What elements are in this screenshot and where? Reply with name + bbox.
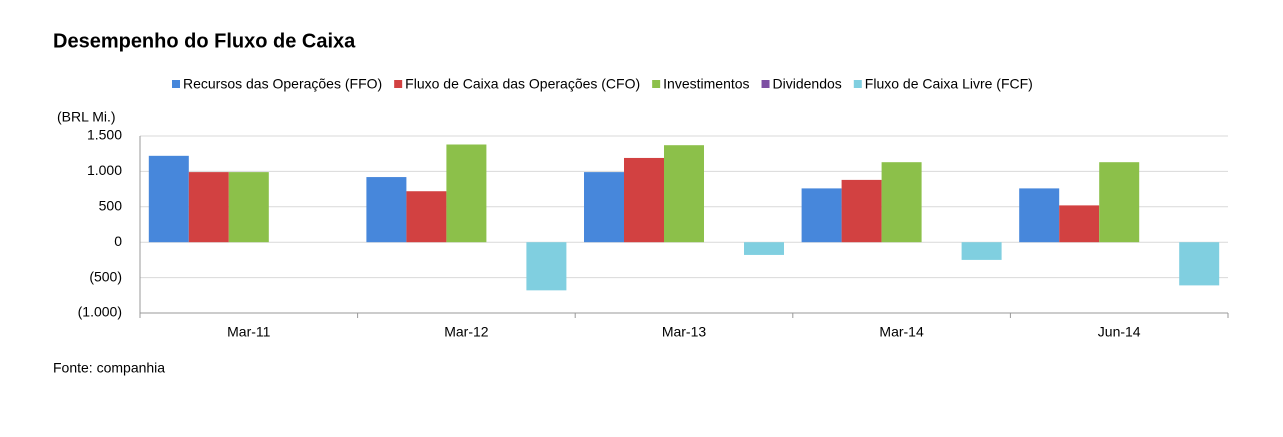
y-tick-label: 1.500	[87, 127, 122, 143]
bar	[801, 188, 842, 243]
y-tick-label: (500)	[89, 268, 122, 284]
legend-label: Fluxo de Caixa das Operações (CFO)	[405, 76, 640, 92]
bar	[961, 242, 1002, 260]
x-tick-label: Mar-12	[444, 324, 489, 340]
y-tick-label: 1.000	[87, 162, 122, 178]
bar	[664, 145, 704, 243]
legend-swatch	[853, 80, 862, 88]
legend-label: Recursos das Operações (FFO)	[183, 76, 382, 92]
bar	[366, 177, 407, 243]
bar	[148, 155, 189, 243]
bar	[584, 172, 624, 243]
legend-swatch	[761, 80, 770, 88]
bar	[1179, 242, 1220, 286]
x-tick-label: Mar-14	[879, 324, 924, 340]
x-tick-label: Jun-14	[1098, 324, 1141, 340]
y-axis-label: (BRL Mi.)	[57, 109, 116, 125]
y-tick-label: 500	[99, 198, 123, 214]
bar	[406, 191, 447, 243]
legend-label: Investimentos	[663, 76, 749, 92]
y-tick-label: 0	[114, 233, 122, 249]
bar	[446, 144, 487, 243]
x-tick-label: Mar-11	[227, 324, 271, 340]
bar	[188, 172, 229, 243]
legend-label: Fluxo de Caixa Livre (FCF)	[865, 76, 1033, 92]
bar	[1019, 188, 1060, 243]
bar	[841, 179, 882, 243]
bar	[744, 242, 784, 255]
bar	[1099, 162, 1140, 243]
chart-title: Desempenho do Fluxo de Caixa	[53, 30, 356, 52]
y-tick-label: (1.000)	[78, 304, 122, 320]
bar	[526, 242, 567, 291]
source-note: Fonte: companhia	[53, 360, 165, 376]
legend-swatch	[652, 80, 661, 88]
bar	[228, 172, 269, 243]
bar	[1059, 205, 1100, 243]
bar	[881, 162, 922, 243]
x-tick-label: Mar-13	[662, 324, 707, 340]
legend-swatch	[172, 80, 180, 88]
legend-label: Dividendos	[773, 76, 842, 92]
bar	[624, 157, 664, 243]
legend-swatch	[394, 80, 403, 88]
